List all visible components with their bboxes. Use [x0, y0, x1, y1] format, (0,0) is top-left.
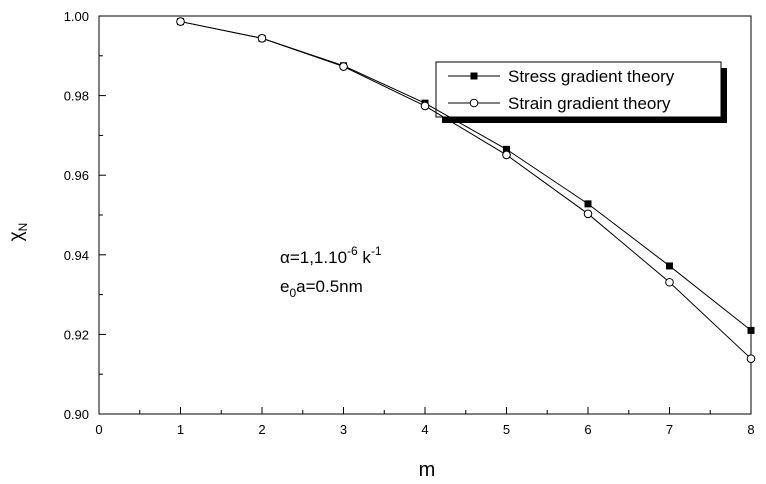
y-axis-title: χN: [6, 223, 30, 242]
x-tick-label-5: 5: [503, 422, 510, 437]
legend-label-strain: Strain gradient theory: [508, 94, 671, 113]
series-1-point-3: [420, 101, 430, 111]
series-1-point-1: [257, 33, 267, 43]
legend-box: [435, 61, 722, 118]
annotation-e0a-base: e: [280, 277, 289, 296]
annotation-e0a-sub: 0: [289, 286, 296, 300]
series-1-point-4: [502, 150, 511, 160]
y-tick-label-3: 0.96: [64, 168, 89, 183]
annotation-alpha: α=1,1.10-6 k-1: [280, 244, 382, 267]
annotation-alpha-sup2: -1: [371, 244, 382, 258]
x-tick-label-2: 2: [258, 422, 265, 437]
x-tick-label-6: 6: [584, 422, 591, 437]
legend: Stress gradient theory Strain gradient t…: [435, 61, 727, 123]
y-tick-label-4: 0.98: [64, 89, 89, 104]
series-0-point-6: [666, 262, 673, 270]
annotation-e0a-tail: a=0.5nm: [296, 277, 363, 296]
x-tick-label-8: 8: [747, 422, 754, 437]
y-axis-title-main: χ: [6, 231, 27, 241]
series-1-point-7: [746, 354, 756, 363]
x-tick-label-1: 1: [177, 422, 184, 437]
x-tick-label-3: 3: [340, 422, 347, 437]
series-1-point-0: [176, 17, 185, 26]
series-1-point-2: [339, 62, 348, 71]
x-tick-label-0: 0: [95, 422, 102, 437]
y-tick-label-5: 1.00: [64, 9, 89, 24]
legend-marker-strain: [469, 98, 479, 108]
legend-label-stress: Stress gradient theory: [508, 67, 675, 86]
y-tick-label-1: 0.92: [64, 327, 89, 342]
series-0-point-7: [747, 326, 755, 334]
series-0-point-5: [584, 200, 592, 208]
legend-marker-stress: [470, 72, 478, 80]
annotation-alpha-base: α=1,1.10: [280, 248, 347, 267]
series-line-1: [180, 21, 752, 360]
x-tick-label-7: 7: [666, 422, 673, 437]
annotation-alpha-sup: -6: [347, 244, 358, 258]
x-tick-label-4: 4: [421, 422, 428, 437]
annotation-e0a: e0a=0.5nm: [280, 277, 363, 300]
y-tick-label-2: 0.94: [64, 248, 89, 263]
x-axis-title: m: [419, 459, 436, 481]
series-1-point-6: [665, 277, 674, 287]
y-tick-label-0: 0.90: [64, 407, 89, 422]
annotation-alpha-tail: k: [358, 248, 372, 267]
y-axis-title-sub: N: [16, 223, 30, 232]
series-0-point-4: [503, 145, 510, 153]
series-1-point-5: [583, 209, 593, 219]
